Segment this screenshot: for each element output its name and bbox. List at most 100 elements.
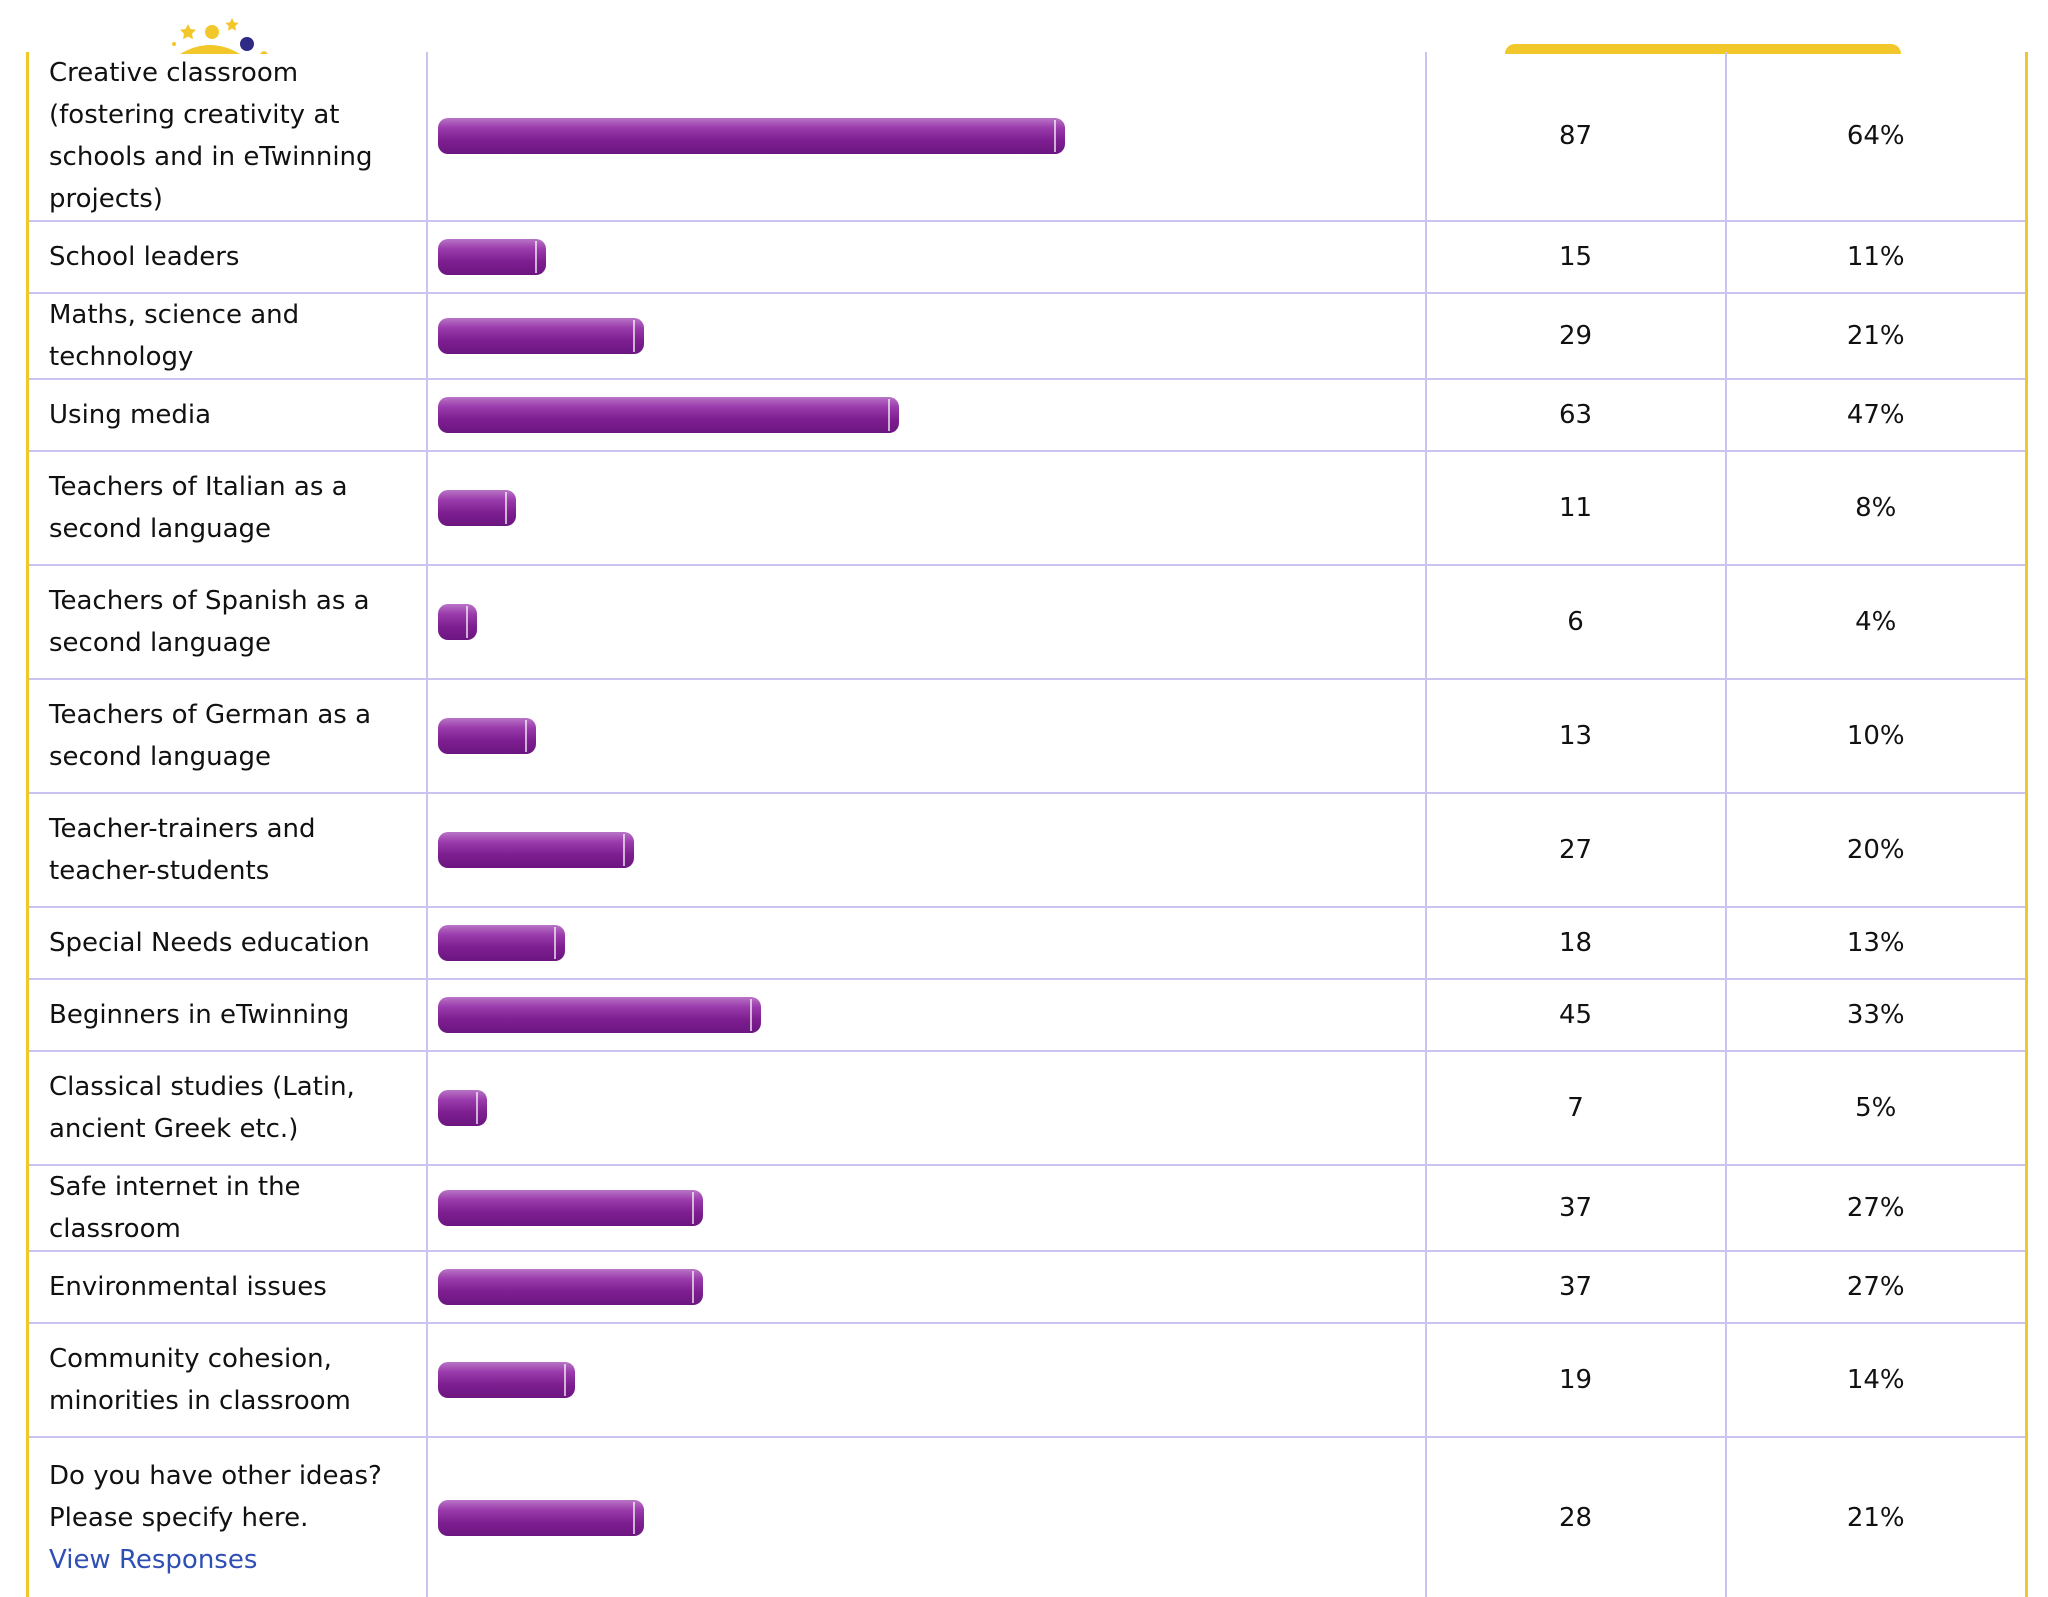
option-label-cell: Maths, science and technology [26, 292, 428, 380]
result-row: Community cohesion, minorities in classr… [26, 1322, 2028, 1438]
response-count: 37 [1424, 1250, 1727, 1324]
response-count: 27 [1424, 792, 1727, 908]
response-percent: 27% [1724, 1164, 2028, 1252]
result-row: Creative classroom (fostering creativity… [26, 52, 2028, 222]
survey-results-table: Creative classroom (fostering creativity… [26, 52, 2028, 1597]
response-bar [437, 832, 634, 868]
result-row: Special Needs education 18 13% [26, 906, 2028, 980]
response-percent: 11% [1724, 220, 2028, 294]
response-percent: 64% [1724, 52, 2028, 222]
response-bar [437, 1499, 644, 1536]
option-label: Teacher-trainers and teacher-students [49, 814, 316, 886]
response-count: 37 [1424, 1164, 1727, 1252]
option-label-cell: Environmental issues [26, 1250, 428, 1324]
option-label-cell: Teacher-trainers and teacher-students [26, 792, 428, 908]
response-percent: 14% [1724, 1322, 2028, 1438]
response-count: 13 [1424, 678, 1727, 794]
bar-cell [425, 564, 1427, 680]
bar-cell [425, 292, 1427, 380]
bar-cell [425, 978, 1427, 1052]
response-count: 7 [1424, 1050, 1727, 1166]
response-percent: 4% [1724, 564, 2028, 680]
option-label: School leaders [49, 242, 240, 272]
response-count: 18 [1424, 906, 1727, 980]
response-bar [437, 1269, 703, 1305]
bar-cell [425, 678, 1427, 794]
option-label: Teachers of Italian as a second language [49, 472, 348, 544]
bar-cell [425, 906, 1427, 980]
option-label-cell: Teachers of Italian as a second language [26, 450, 428, 566]
option-label: Beginners in eTwinning [49, 1000, 350, 1030]
option-label: Environmental issues [49, 1272, 327, 1302]
option-label: Special Needs education [49, 928, 370, 958]
result-row: Beginners in eTwinning 45 33% [26, 978, 2028, 1052]
response-count: 19 [1424, 1322, 1727, 1438]
bar-cell [425, 1164, 1427, 1252]
option-label: Teachers of Spanish as a second language [49, 586, 370, 658]
result-row: School leaders 15 11% [26, 220, 2028, 294]
bar-cell [425, 1322, 1427, 1438]
bar-cell [425, 220, 1427, 294]
response-count: 15 [1424, 220, 1727, 294]
result-row: Classical studies (Latin, ancient Greek … [26, 1050, 2028, 1166]
option-label: Community cohesion, minorities in classr… [49, 1344, 351, 1416]
option-label-cell: Community cohesion, minorities in classr… [26, 1322, 428, 1438]
result-row: Do you have other ideas? Please specify … [26, 1436, 2028, 1597]
response-bar [437, 318, 644, 354]
response-count: 11 [1424, 450, 1727, 566]
bar-cell [425, 1250, 1427, 1324]
header-tab-accent [1505, 44, 1901, 54]
option-label-cell: Teachers of German as a second language [26, 678, 428, 794]
response-percent: 8% [1724, 450, 2028, 566]
response-percent: 27% [1724, 1250, 2028, 1324]
response-count: 45 [1424, 978, 1727, 1052]
response-bar [437, 397, 899, 433]
response-bar [437, 490, 516, 526]
view-responses-link[interactable]: View Responses [49, 1544, 258, 1575]
option-label-cell: Beginners in eTwinning [26, 978, 428, 1052]
response-percent: 21% [1724, 1436, 2028, 1597]
option-label-cell: Safe internet in the classroom [26, 1164, 428, 1252]
bar-cell [425, 1050, 1427, 1166]
response-bar [437, 925, 565, 961]
response-percent: 10% [1724, 678, 2028, 794]
option-label: Creative classroom (fostering creativity… [49, 58, 373, 214]
response-count: 6 [1424, 564, 1727, 680]
response-percent: 47% [1724, 378, 2028, 452]
response-bar [437, 997, 761, 1033]
response-percent: 13% [1724, 906, 2028, 980]
response-bar [437, 718, 536, 754]
response-bar [437, 118, 1065, 154]
option-label-cell: Classical studies (Latin, ancient Greek … [26, 1050, 428, 1166]
result-row: Teacher-trainers and teacher-students 27 2… [26, 792, 2028, 908]
result-row: Environmental issues 37 27% [26, 1250, 2028, 1324]
response-percent: 21% [1724, 292, 2028, 380]
option-label-cell: Special Needs education [26, 906, 428, 980]
option-label: Maths, science and technology [49, 300, 300, 372]
option-label: Classical studies (Latin, ancient Greek … [49, 1072, 355, 1144]
bar-cell [425, 1436, 1427, 1597]
option-label-cell: Creative classroom (fostering creativity… [26, 52, 428, 222]
response-bar [437, 1190, 703, 1226]
response-count: 87 [1424, 52, 1727, 222]
option-label: Teachers of German as a second language [49, 700, 372, 772]
option-label-cell: Using media [26, 378, 428, 452]
response-percent: 20% [1724, 792, 2028, 908]
bar-cell [425, 378, 1427, 452]
response-count: 28 [1424, 1436, 1727, 1597]
option-label-cell: Teachers of Spanish as a second language [26, 564, 428, 680]
response-percent: 33% [1724, 978, 2028, 1052]
option-label: Using media [49, 400, 212, 430]
response-bar [437, 604, 477, 640]
bar-cell [425, 792, 1427, 908]
response-bar [437, 1090, 487, 1126]
result-row: Using media 63 47% [26, 378, 2028, 452]
option-label-cell: Do you have other ideas? Please specify … [26, 1436, 428, 1597]
response-percent: 5% [1724, 1050, 2028, 1166]
option-label: Safe internet in the classroom [49, 1172, 301, 1244]
option-label: Do you have other ideas? Please specify … [49, 1460, 382, 1533]
result-row: Maths, science and technology 29 21% [26, 292, 2028, 380]
result-row: Safe internet in the classroom 37 27% [26, 1164, 2028, 1252]
option-label-cell: School leaders [26, 220, 428, 294]
result-row: Teachers of German as a second language 1… [26, 678, 2028, 794]
